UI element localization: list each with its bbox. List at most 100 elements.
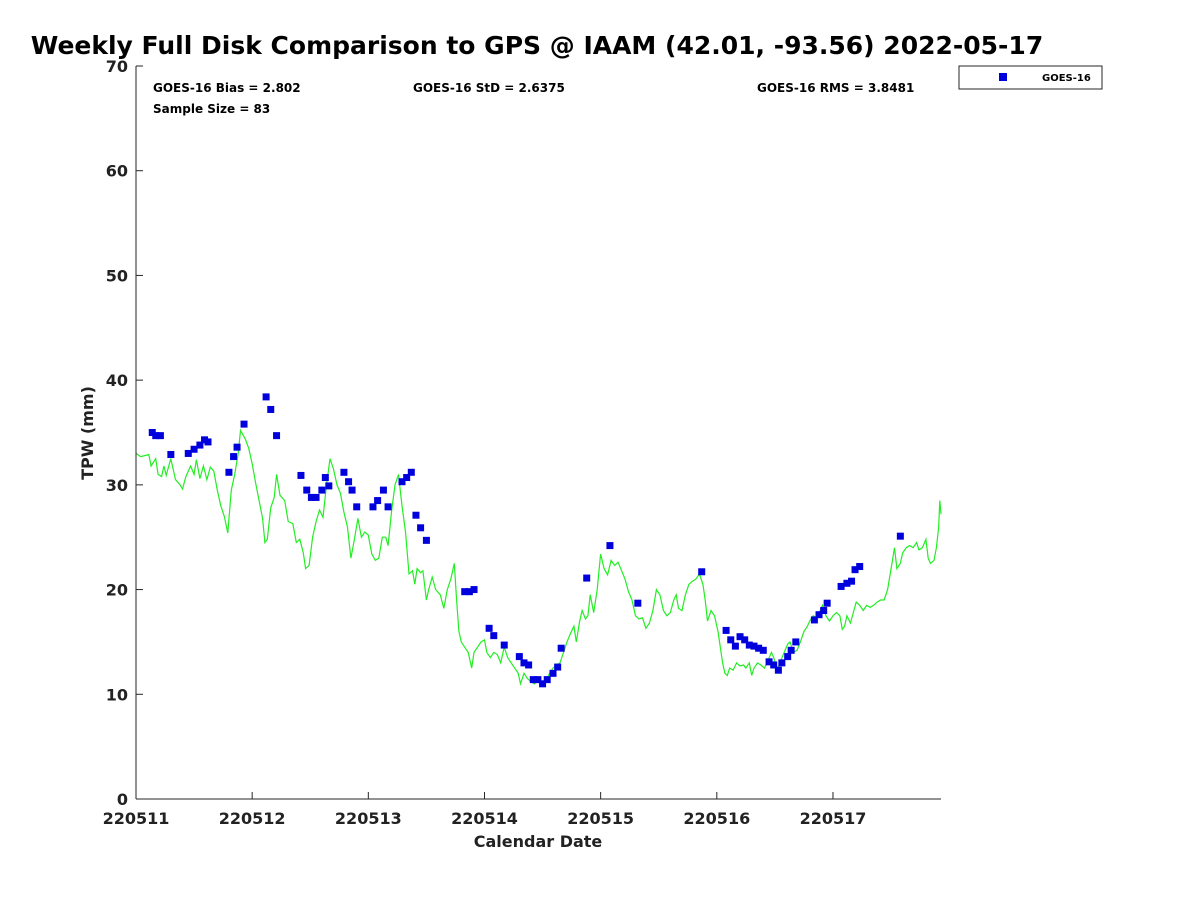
goes-16-point [745, 641, 753, 649]
goes-16-point [325, 482, 333, 490]
goes-16-point [240, 420, 248, 428]
bias-stat: GOES-16 Bias = 2.802 [153, 81, 301, 95]
goes-16-point [554, 663, 562, 671]
goes-16-point [196, 441, 204, 449]
goes-16-point [230, 453, 238, 461]
goes-16-point [896, 532, 904, 540]
goes-16-point [815, 611, 823, 619]
goes-16-point [525, 661, 533, 669]
goes-16-point [321, 474, 329, 482]
x-tick-label: 220513 [335, 809, 402, 828]
axis-ticks [135, 65, 834, 800]
goes-16-point [297, 471, 305, 479]
goes-16-point [810, 616, 818, 624]
goes-16-point [345, 478, 353, 486]
x-tick-label: 220517 [800, 809, 867, 828]
legend-label-goes-16: GOES-16 [1042, 73, 1091, 84]
goes-16-point [557, 644, 565, 652]
goes-16-point [340, 468, 348, 476]
goes-16-point [787, 646, 795, 654]
goes-16-point [784, 653, 792, 661]
goes-16-point [412, 511, 420, 519]
x-axis-label: Calendar Date [474, 832, 603, 851]
goes-16-point [353, 503, 361, 511]
y-tick-label: 70 [106, 57, 128, 76]
goes-16-point [583, 574, 591, 582]
y-tick-label: 50 [106, 266, 128, 285]
y-axis-label: TPW (mm) [78, 386, 97, 480]
goes-16-point [422, 536, 430, 544]
x-tick-label: 220512 [219, 809, 286, 828]
goes-16-point [485, 624, 493, 632]
goes-16-point [634, 599, 642, 607]
goes-16-point [534, 676, 542, 684]
goes-16-point [856, 563, 864, 571]
goes-16-point [539, 680, 547, 688]
std-stat: GOES-16 StD = 2.6375 [413, 81, 565, 95]
legend: GOES-16 [958, 65, 1103, 90]
goes-16-point [417, 524, 425, 532]
goes-16-point [774, 666, 782, 674]
goes-16-point [461, 588, 469, 596]
sample-size-stat: Sample Size = 83 [153, 102, 270, 116]
goes-16-point [384, 503, 392, 511]
goes-16-point [303, 486, 311, 494]
y-tick-label: 60 [106, 162, 128, 181]
x-tick-label: 220516 [683, 809, 750, 828]
goes-16-point [273, 432, 281, 440]
y-tick-label: 40 [106, 371, 128, 390]
goes-16-point [606, 542, 614, 550]
goes-16-point [233, 443, 241, 451]
goes-16-point [318, 486, 326, 494]
goes-16-point [225, 468, 233, 476]
goes-16-point [741, 636, 749, 644]
rms-stat: GOES-16 RMS = 3.8481 [757, 81, 914, 95]
goes-16-point [529, 676, 537, 684]
chart-title: Weekly Full Disk Comparison to GPS @ IAA… [31, 31, 1043, 60]
goes-16-point [262, 393, 270, 401]
goes-16-point [470, 586, 478, 594]
goes-16-point [307, 493, 315, 501]
goes-16-point [369, 503, 377, 511]
goes-16-point [820, 607, 828, 615]
goes-16-point [379, 486, 387, 494]
goes-16-point [851, 566, 859, 574]
legend-marker-goes-16 [999, 73, 1007, 81]
x-tick-label: 220511 [103, 809, 170, 828]
goes-16-point [837, 582, 845, 590]
goes-16-point [152, 432, 160, 440]
goes-16-point [731, 642, 739, 650]
goes-16-point [490, 632, 498, 640]
goes-16-point [156, 432, 164, 440]
goes-16-point [184, 449, 192, 457]
goes-16-point [698, 568, 706, 576]
y-tick-label: 10 [106, 685, 128, 704]
goes-16-point [515, 653, 523, 661]
x-tick-label: 220515 [567, 809, 634, 828]
goes-16-point [543, 676, 551, 684]
goes-16-point [398, 478, 406, 486]
plot-area [136, 66, 941, 799]
goes-16-point [500, 641, 508, 649]
y-tick-label: 0 [117, 790, 128, 809]
y-tick-label: 20 [106, 581, 128, 600]
x-tick-label: 220514 [451, 809, 518, 828]
x-tick-labels: 220511 220512 220513 220514 220515 220516 2205… [103, 809, 867, 828]
goes-16-point [407, 468, 415, 476]
goes-16-point [727, 636, 735, 644]
goes-16-point [823, 599, 831, 607]
goes-16-point [770, 661, 778, 669]
goes-16-point [755, 644, 763, 652]
goes-16-point [778, 659, 786, 667]
y-tick-label: 30 [106, 476, 128, 495]
goes-16-point [765, 658, 773, 666]
goes-16-point [722, 626, 730, 634]
goes-16-point [759, 646, 767, 654]
goes-16-point [750, 642, 758, 650]
goes-16-point [348, 486, 356, 494]
goes-16-point [374, 497, 382, 505]
goes-16-point [792, 638, 800, 646]
goes-16-point [267, 405, 275, 413]
goes-16-point [549, 669, 557, 677]
